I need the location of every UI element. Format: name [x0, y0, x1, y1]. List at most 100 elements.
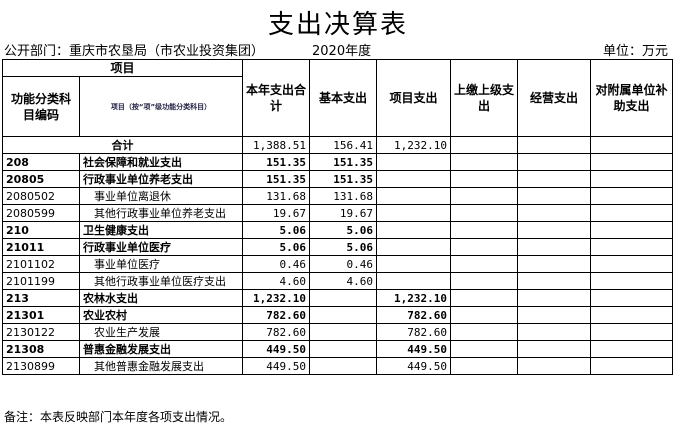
row-project: 782.60 — [376, 323, 452, 341]
row-project — [376, 221, 452, 239]
table-row: 2130899 其他普惠金融发展支出 449.50 449.50 — [2, 357, 674, 375]
header-code: 功能分类科目编码 — [2, 76, 80, 137]
row-name: 行政事业单位医疗 — [78, 238, 244, 256]
page-title: 支出决算表 — [267, 10, 408, 40]
empty-cell — [450, 340, 519, 358]
row-project — [376, 153, 452, 171]
empty-cell — [450, 323, 519, 341]
row-code: 2130122 — [2, 323, 80, 341]
header-total: 本年支出合计 — [242, 59, 311, 137]
row-code: 208 — [2, 153, 80, 171]
table-row: 2101102 事业单位医疗 0.46 0.46 — [2, 255, 674, 273]
empty-cell — [590, 187, 674, 205]
empty-cell — [590, 204, 674, 222]
row-code: 21011 — [2, 238, 80, 256]
row-code: 21308 — [2, 340, 80, 358]
row-basic: 5.06 — [309, 221, 378, 239]
row-total: 19.67 — [242, 204, 311, 222]
empty-cell — [517, 204, 592, 222]
header-business: 经营支出 — [517, 59, 592, 137]
row-total: 5.06 — [242, 238, 311, 256]
total-basic: 156.41 — [309, 136, 378, 154]
empty-cell — [450, 187, 519, 205]
department-label: 公开部门：重庆市农垦局（市农业投资集团） — [4, 44, 265, 59]
empty-cell — [450, 357, 519, 375]
row-code: 2080502 — [2, 187, 80, 205]
empty-cell — [590, 170, 674, 188]
row-basic — [309, 357, 378, 375]
table-row: 213 农林水支出 1,232.10 1,232.10 — [2, 289, 674, 307]
row-project: 449.50 — [376, 357, 452, 375]
row-total: 782.60 — [242, 306, 311, 324]
row-basic: 131.68 — [309, 187, 378, 205]
total-project: 1,232.10 — [376, 136, 452, 154]
row-name: 农业生产发展 — [78, 323, 244, 341]
empty-cell — [517, 187, 592, 205]
table-row: 21301 农业农村 782.60 782.60 — [2, 306, 674, 324]
row-total: 151.35 — [242, 170, 311, 188]
row-name: 农林水支出 — [78, 289, 244, 307]
row-code: 2101102 — [2, 255, 80, 273]
row-basic: 151.35 — [309, 170, 378, 188]
row-code: 2080599 — [2, 204, 80, 222]
table-row: 21011 行政事业单位医疗 5.06 5.06 — [2, 238, 674, 256]
empty-cell — [450, 272, 519, 290]
table-row: 2101199 其他行政事业单位医疗支出 4.60 4.60 — [2, 272, 674, 290]
empty-cell — [590, 340, 674, 358]
row-name: 事业单位医疗 — [78, 255, 244, 273]
empty-cell — [517, 340, 592, 358]
row-code: 210 — [2, 221, 80, 239]
empty-cell — [590, 221, 674, 239]
empty-cell — [517, 221, 592, 239]
row-name: 其他行政事业单位养老支出 — [78, 204, 244, 222]
row-total: 5.06 — [242, 221, 311, 239]
unit-label: 单位：万元 — [602, 44, 668, 59]
empty-cell — [590, 238, 674, 256]
table-row: 208 社会保障和就业支出 151.35 151.35 — [2, 153, 674, 171]
header-item-name: 项目（按“项”级功能分类科目） — [78, 76, 244, 137]
empty-cell — [517, 272, 592, 290]
row-total: 782.60 — [242, 323, 311, 341]
table-row: 2080599 其他行政事业单位养老支出 19.67 19.67 — [2, 204, 674, 222]
empty-cell — [517, 153, 592, 171]
row-name: 社会保障和就业支出 — [78, 153, 244, 171]
empty-cell — [517, 357, 592, 375]
row-name: 农业农村 — [78, 306, 244, 324]
empty-cell — [517, 306, 592, 324]
row-basic: 4.60 — [309, 272, 378, 290]
empty-cell — [517, 238, 592, 256]
empty-cell — [450, 306, 519, 324]
row-total: 4.60 — [242, 272, 311, 290]
header-basic: 基本支出 — [309, 59, 378, 137]
row-basic — [309, 289, 378, 307]
row-basic — [309, 306, 378, 324]
row-total: 0.46 — [242, 255, 311, 273]
row-basic — [309, 323, 378, 341]
row-name: 其他普惠金融发展支出 — [78, 357, 244, 375]
row-total: 449.50 — [242, 340, 311, 358]
total-label: 合计 — [1, 136, 244, 154]
row-code: 21301 — [2, 306, 80, 324]
empty-cell — [450, 153, 519, 171]
header-project: 项目支出 — [376, 59, 452, 137]
row-basic: 0.46 — [309, 255, 378, 273]
empty-cell — [590, 357, 674, 375]
row-project: 1,232.10 — [376, 289, 452, 307]
row-project — [376, 255, 452, 273]
table-row: 210 卫生健康支出 5.06 5.06 — [2, 221, 674, 239]
row-project — [376, 272, 452, 290]
row-code: 213 — [2, 289, 80, 307]
empty-cell — [590, 289, 674, 307]
row-name: 事业单位离退休 — [78, 187, 244, 205]
row-code: 2101199 — [2, 272, 80, 290]
row-code: 2130899 — [2, 357, 80, 375]
row-name: 行政事业单位养老支出 — [78, 170, 244, 188]
row-project — [376, 204, 452, 222]
empty-cell — [590, 272, 674, 290]
footnote: 备注：本表反映部门本年度各项支出情况。 — [4, 410, 233, 424]
empty-cell — [590, 323, 674, 341]
row-project: 782.60 — [376, 306, 452, 324]
row-basic: 5.06 — [309, 238, 378, 256]
table-row: 2130122 农业生产发展 782.60 782.60 — [2, 323, 674, 341]
row-total: 131.68 — [242, 187, 311, 205]
